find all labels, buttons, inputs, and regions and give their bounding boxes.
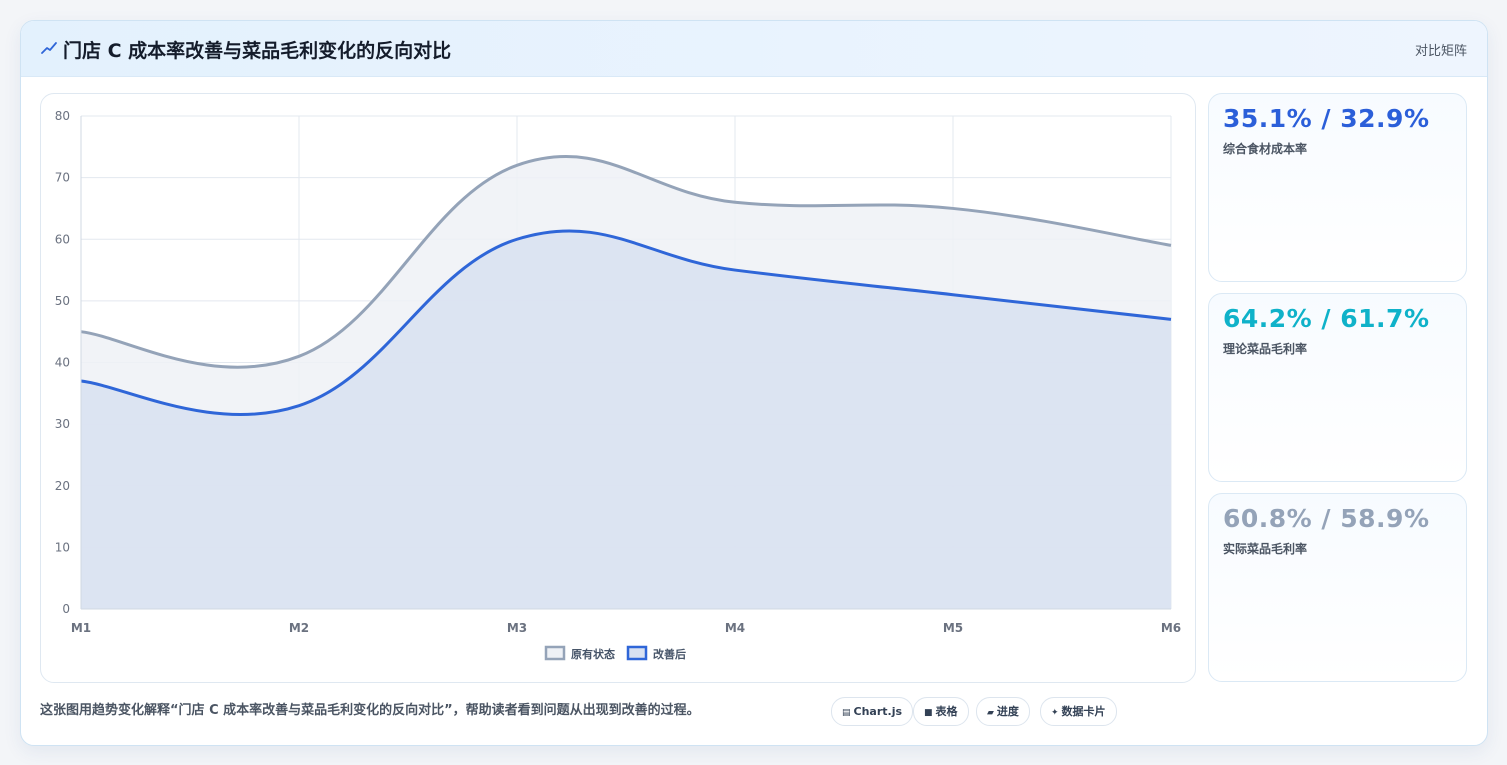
x-tick-label: M6	[1161, 621, 1181, 635]
stat-card-food-cost: 35.1% / 32.9% 综合食材成本率	[1208, 93, 1467, 282]
table-icon: ■	[924, 708, 933, 718]
stat-card-theoretical-margin: 64.2% / 61.7% 理论菜品毛利率	[1208, 293, 1467, 482]
x-tick-label: M2	[289, 621, 309, 635]
x-tick-label: M4	[725, 621, 745, 635]
stat-value: 35.1% / 32.9%	[1223, 104, 1430, 133]
series-area-2	[81, 230, 1171, 609]
chip-label: 进度	[996, 705, 1019, 718]
series-line-1	[80, 155, 1172, 369]
chip-table[interactable]: ■ 表格	[913, 697, 969, 726]
chip-chartjs[interactable]: ▤ Chart.js	[831, 697, 914, 726]
progress-icon: ▰	[987, 708, 994, 718]
x-tick-label: M3	[507, 621, 527, 635]
y-tick-label: 50	[55, 294, 70, 308]
legend-label: 改善后	[653, 647, 686, 661]
chip-data-card[interactable]: ✦ 数据卡片	[1040, 697, 1117, 726]
chart-panel: 0 10 20 30 40 50 60 70 80 M1 M2 M3 M4 M5 M6 原有状态 改善后	[40, 93, 1196, 683]
y-tick-label: 40	[55, 356, 70, 370]
legend-swatch	[544, 645, 566, 661]
stat-label: 综合食材成本率	[1223, 142, 1308, 156]
chart-card: 门店 C 成本率改善与菜品毛利变化的反向对比 对比矩阵 0 10 20 30 40 50 6…	[20, 20, 1488, 746]
y-tick-label: 0	[62, 602, 70, 616]
series-line-2	[80, 229, 1172, 416]
x-tick-label: M1	[71, 621, 91, 635]
stat-value: 64.2% / 61.7%	[1223, 304, 1430, 333]
page-title: 门店 C 成本率改善与菜品毛利变化的反向对比	[63, 40, 452, 62]
stat-label: 理论菜品毛利率	[1223, 342, 1308, 356]
chart-icon: ▤	[842, 708, 851, 718]
chip-label: 数据卡片	[1061, 705, 1106, 718]
chip-label: Chart.js	[853, 705, 903, 718]
y-tick-label: 30	[55, 417, 70, 431]
chip-label: 表格	[935, 705, 958, 718]
legend-swatch	[626, 645, 648, 661]
y-tick-label: 10	[55, 540, 70, 554]
stat-label: 实际菜品毛利率	[1223, 542, 1308, 556]
y-tick-label: 60	[55, 232, 70, 246]
legend-label: 原有状态	[571, 647, 615, 661]
chip-progress[interactable]: ▰ 进度	[976, 697, 1030, 726]
y-tick-label: 70	[55, 171, 70, 185]
stat-card-actual-margin: 60.8% / 58.9% 实际菜品毛利率	[1208, 493, 1467, 682]
y-tick-label: 80	[55, 109, 70, 123]
card-header: 门店 C 成本率改善与菜品毛利变化的反向对比 对比矩阵	[21, 21, 1487, 77]
y-tick-label: 20	[55, 479, 70, 493]
trend-icon	[41, 42, 57, 54]
data-card-icon: ✦	[1051, 708, 1059, 718]
x-tick-label: M5	[943, 621, 963, 635]
chart-description: 这张图用趋势变化解释“门店 C 成本率改善与菜品毛利变化的反向对比”，帮助读者看…	[40, 703, 700, 718]
comparison-matrix-label: 对比矩阵	[1414, 44, 1467, 59]
area-chart: 0 10 20 30 40 50 60 70 80 M1 M2 M3 M4 M5 M6 原有状态 改善后	[55, 109, 1181, 661]
stat-value: 60.8% / 58.9%	[1223, 504, 1430, 533]
